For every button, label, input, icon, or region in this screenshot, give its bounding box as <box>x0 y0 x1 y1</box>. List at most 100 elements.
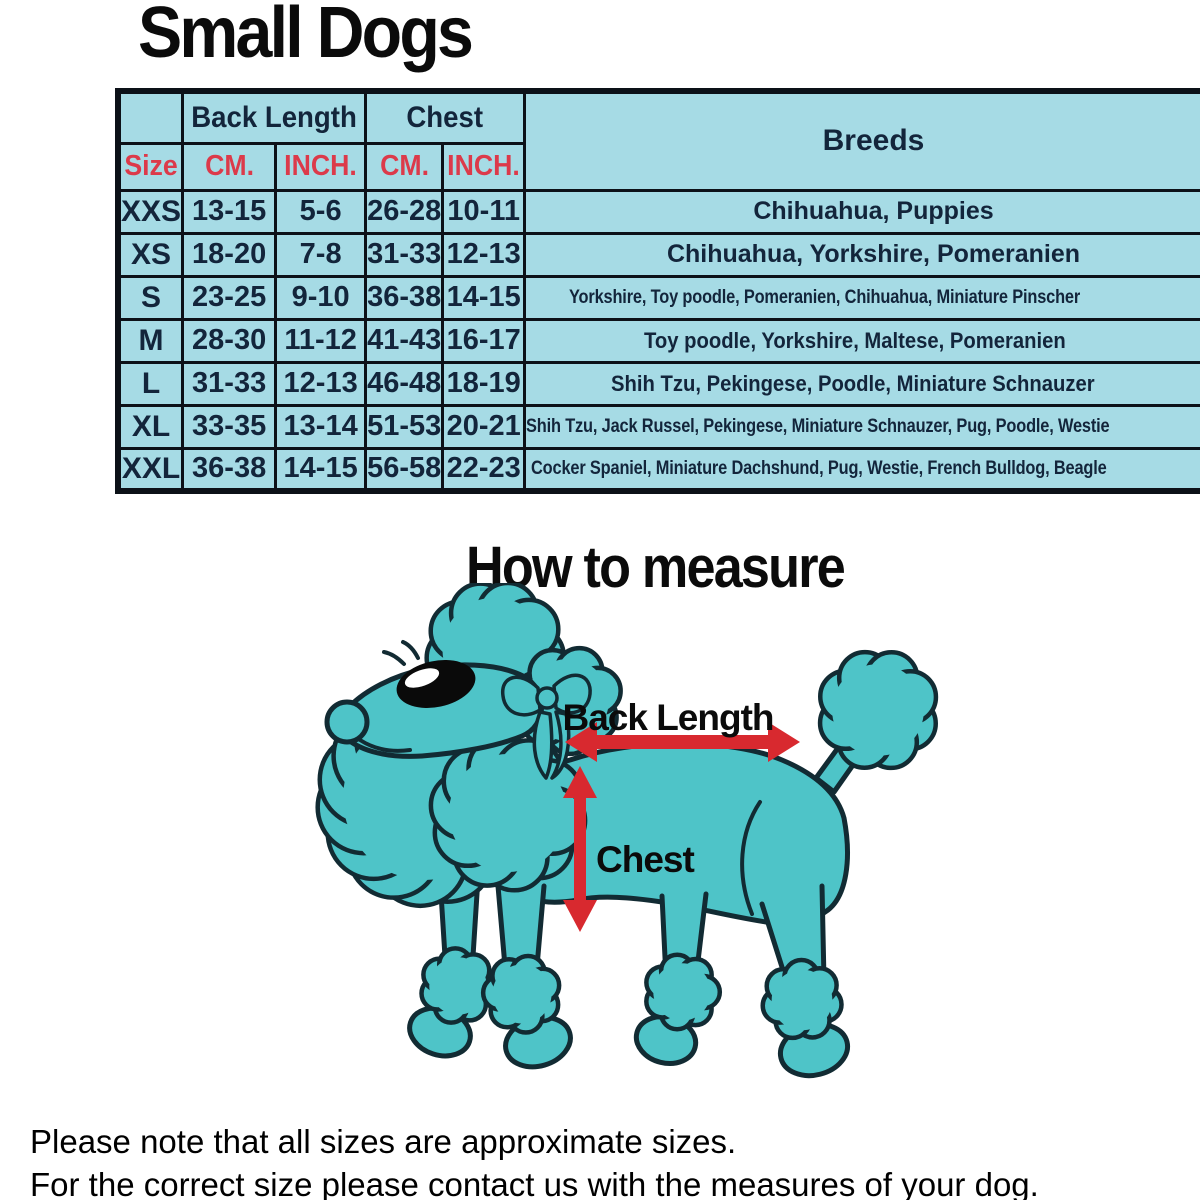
cell-size: XXS <box>116 188 185 235</box>
table-row: XS 18-20 7-8 31-33 12-13 Chihuahua, Yorkshire… <box>116 231 1200 278</box>
poodle-eyelash <box>382 650 406 666</box>
cell-chest_inch: 12-13 <box>441 231 527 278</box>
how-to-measure-text: How to measure <box>466 535 846 600</box>
cell-chest_cm: 51-53 <box>364 403 445 450</box>
bow-left-loop <box>501 675 542 717</box>
cell-back_cm: 13-15 <box>181 188 278 235</box>
bow-knot <box>535 686 559 710</box>
cell-chest_cm: 31-33 <box>364 231 445 278</box>
breeds-text: Cocker Spaniel, Miniature Dachshund, Pug… <box>530 457 1107 480</box>
cell-size: M <box>116 317 185 364</box>
size-table-body: XXS 13-15 5-6 26-28 10-11 Chihuahua, Puppies X… <box>116 188 1200 493</box>
cell-back_inch: 13-14 <box>274 403 368 450</box>
bow-ribbon-tail <box>532 710 554 780</box>
cell-chest_cm: 36-38 <box>364 274 445 321</box>
table-row: S 23-25 9-10 36-38 14-15 Yorkshire, Toy poodl… <box>116 274 1200 321</box>
chest-header-label: Chest <box>406 100 484 134</box>
cell-back_inch: 14-15 <box>274 446 368 493</box>
breeds-text: Yorkshire, Toy poodle, Pomeranien, Chihu… <box>569 286 1081 308</box>
table-row: XL 33-35 13-14 51-53 20-21 Shih Tzu, Jack Rus… <box>116 403 1200 450</box>
footer-notes: Please note that all sizes are approxima… <box>30 1120 1039 1200</box>
how-to-measure-title: How to measure <box>110 534 1200 601</box>
chest-inch-column-header: INCH. <box>441 141 527 192</box>
poodle-neck-ruff-pom-2 <box>428 733 588 893</box>
back-length-header-label: Back Length <box>191 100 357 134</box>
cell-back_cm: 36-38 <box>181 446 278 493</box>
cell-size: L <box>116 360 185 407</box>
cell-back_inch: 5-6 <box>274 188 368 235</box>
chest-group-header: Chest <box>364 89 527 145</box>
poodle-eyelash-2 <box>401 640 420 660</box>
cell-breeds: Chihuahua, Yorkshire, Pomeranien <box>523 231 1200 278</box>
breeds-text: Shih Tzu, Pekingese, Poodle, Miniature S… <box>610 370 1095 396</box>
table-row: XXS 13-15 5-6 26-28 10-11 Chihuahua, Puppies <box>116 188 1200 235</box>
cell-size: S <box>116 274 185 321</box>
size-table: Back Length Chest Breeds Size CM. INCH. <box>115 88 1200 494</box>
cell-breeds: Cocker Spaniel, Miniature Dachshund, Pug… <box>523 446 1200 493</box>
cell-chest_inch: 18-19 <box>441 360 527 407</box>
breeds-text: Chihuahua, Puppies <box>753 197 994 225</box>
cell-chest_inch: 22-23 <box>441 446 527 493</box>
poodle-face <box>324 640 545 759</box>
poodle-rear-near-ankle-pom <box>760 957 844 1041</box>
breeds-text: Toy poodle, Yorkshire, Maltese, Pomerani… <box>644 327 1067 353</box>
cell-chest_cm: 41-43 <box>364 317 445 364</box>
back-cm-column-header: CM. <box>181 141 278 192</box>
chest-inch-label: INCH. <box>447 150 521 182</box>
empty-header-cell <box>116 89 185 145</box>
chest-arrow-label: Chest <box>596 839 694 880</box>
page-title: Small Dogs <box>138 0 474 73</box>
cell-chest_cm: 56-58 <box>364 446 445 493</box>
cell-back_inch: 12-13 <box>274 360 368 407</box>
measure-diagram: Back Length Chest <box>315 583 939 1079</box>
cell-back_cm: 18-20 <box>181 231 278 278</box>
cell-chest_inch: 10-11 <box>441 188 527 235</box>
poodle-front-far-ankle-pom <box>419 946 498 1025</box>
cell-chest_cm: 46-48 <box>364 360 445 407</box>
table-row: M 28-30 11-12 41-43 16-17 Toy poodle, Yorkshi… <box>116 317 1200 364</box>
cell-breeds: Toy poodle, Yorkshire, Maltese, Pomerani… <box>523 317 1200 364</box>
size-column-label: Size <box>124 150 178 182</box>
cell-back_inch: 9-10 <box>274 274 368 321</box>
size-table-head: Back Length Chest Breeds Size CM. INCH. <box>116 89 1200 192</box>
cell-back_cm: 31-33 <box>181 360 278 407</box>
back-inch-label: INCH. <box>284 150 357 182</box>
breeds-header-label: Breeds <box>822 124 925 158</box>
note-line: Please note that all sizes are approxima… <box>30 1123 737 1160</box>
back-length-group-header: Back Length <box>181 89 368 145</box>
poodle-thigh-crease <box>740 800 762 916</box>
cell-chest_cm: 26-28 <box>364 188 445 235</box>
cell-breeds: Shih Tzu, Jack Russel, Pekingese, Miniat… <box>523 403 1200 450</box>
cell-chest_inch: 20-21 <box>441 403 527 450</box>
poodle-nose <box>324 699 370 745</box>
poodle-eye-highlight <box>404 668 440 688</box>
size-column-header: Size <box>116 141 185 192</box>
breeds-text: Shih Tzu, Jack Russel, Pekingese, Miniat… <box>526 415 1110 437</box>
cell-breeds: Yorkshire, Toy poodle, Pomeranien, Chihu… <box>523 274 1200 321</box>
poodle-rear-far-ankle-pom <box>644 952 723 1032</box>
breeds-header: Breeds <box>523 89 1200 192</box>
cell-breeds: Shih Tzu, Pekingese, Poodle, Miniature S… <box>523 360 1200 407</box>
cell-chest_inch: 14-15 <box>441 274 527 321</box>
back-inch-column-header: INCH. <box>274 141 368 192</box>
poodle-mouth <box>358 738 412 753</box>
back-cm-label: CM. <box>204 150 254 182</box>
chest-arrow <box>563 766 597 932</box>
table-row: L 31-33 12-13 46-48 18-19 Shih Tzu, Pekingese… <box>116 360 1200 407</box>
cell-back_inch: 11-12 <box>274 317 368 364</box>
cell-breeds: Chihuahua, Puppies <box>523 188 1200 235</box>
poodle-tail-pom <box>817 649 939 771</box>
chest-cm-label: CM. <box>379 150 429 182</box>
group-header-row: Back Length Chest Breeds <box>116 89 1200 192</box>
back-length-arrow-label: Back Length <box>562 697 773 738</box>
cell-back_cm: 33-35 <box>181 403 278 450</box>
cell-chest_inch: 16-17 <box>441 317 527 364</box>
poodle-front-near-ankle-pom <box>480 953 562 1035</box>
note-line: For the correct size please contact us w… <box>30 1166 1039 1200</box>
back-length-arrow <box>565 722 800 762</box>
cell-back_cm: 23-25 <box>181 274 278 321</box>
cell-back_cm: 28-30 <box>181 317 278 364</box>
cell-back_inch: 7-8 <box>274 231 368 278</box>
chest-cm-column-header: CM. <box>364 141 445 192</box>
